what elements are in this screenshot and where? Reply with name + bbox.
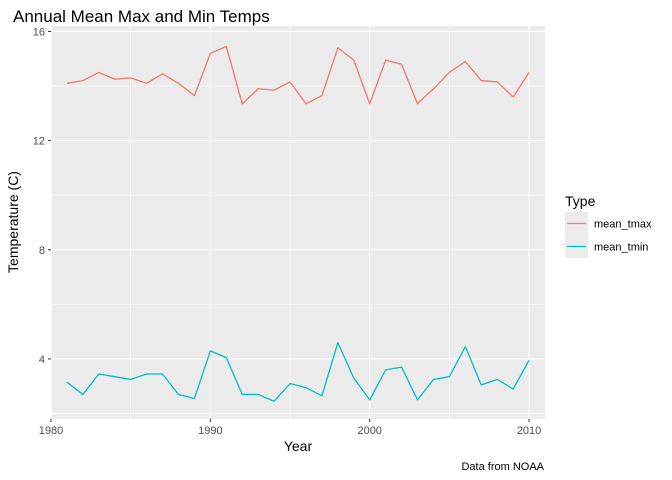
legend-title: Type (565, 193, 596, 209)
grid-minor (51, 26, 545, 419)
y-tick-label: 12 (33, 136, 45, 148)
chart-caption: Data from NOAA (461, 461, 544, 473)
y-tick-label: 4 (39, 354, 45, 366)
x-axis: 1980 1990 2000 2010 (39, 419, 541, 437)
x-tick-label: 1990 (198, 425, 222, 437)
x-axis-title: Year (284, 438, 313, 454)
x-tick-label: 1980 (39, 425, 63, 437)
y-tick-label: 16 (33, 26, 45, 38)
grid-major (50, 26, 545, 419)
legend-label-mean-tmin: mean_tmin (594, 242, 648, 254)
x-tick-label: 2000 (357, 425, 381, 437)
series-layer (66, 45, 530, 402)
x-tick-label: 2010 (517, 425, 541, 437)
y-axis: 4 8 12 16 (33, 26, 51, 366)
series-line-mean-tmax (66, 45, 530, 105)
y-tick-label: 8 (39, 245, 45, 257)
legend: Type mean_tmax mean_tmin (565, 193, 652, 258)
legend-label-mean-tmax: mean_tmax (594, 219, 652, 231)
chart-title: Annual Mean Max and Min Temps (13, 7, 270, 26)
series-line-mean-tmin (66, 341, 530, 402)
plot-panel (51, 26, 545, 419)
y-axis-title: Temperature (C) (5, 171, 21, 273)
